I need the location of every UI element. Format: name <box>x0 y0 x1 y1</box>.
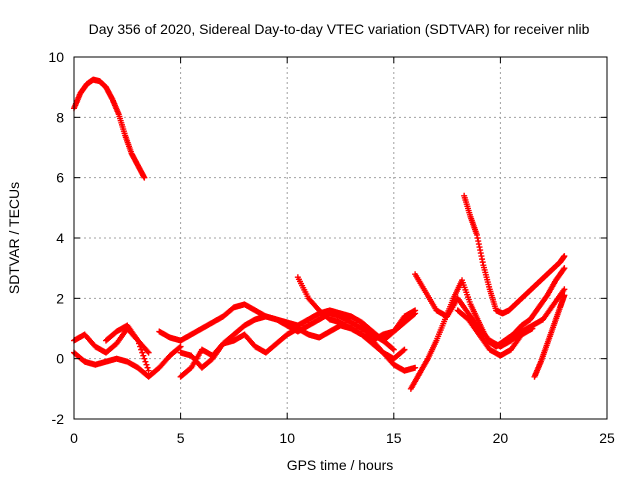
data-point <box>134 337 141 344</box>
data-point <box>136 340 143 347</box>
x-axis-label: GPS time / hours <box>287 457 394 473</box>
y-tick-label: 2 <box>56 290 64 306</box>
data-point <box>145 367 152 374</box>
y-tick-label: 6 <box>56 170 64 186</box>
x-tick-label: 15 <box>386 430 402 446</box>
data-point <box>561 286 568 293</box>
data-point <box>143 361 150 368</box>
data-point <box>139 349 146 356</box>
data-marks <box>71 76 568 392</box>
series-arc-10 <box>407 265 568 392</box>
chart-title: Day 356 of 2020, Sidereal Day-to-day VTE… <box>89 21 590 37</box>
data-point <box>144 348 151 355</box>
data-point <box>560 266 567 273</box>
series-arc-4 <box>102 322 152 374</box>
y-tick-label: 8 <box>56 109 64 125</box>
x-tick-label: 25 <box>599 430 615 446</box>
data-point <box>390 346 397 353</box>
y-tick-label: -2 <box>52 411 65 427</box>
data-point <box>389 345 396 352</box>
data-point <box>140 352 147 359</box>
data-point <box>401 346 408 353</box>
data-point <box>142 358 149 365</box>
series-arc-13 <box>531 292 568 380</box>
x-tick-label: 20 <box>493 430 509 446</box>
series-arc-2 <box>71 343 184 380</box>
data-point <box>561 265 568 272</box>
data-point <box>411 311 418 318</box>
series-arc-12 <box>461 192 568 317</box>
x-tick-label: 10 <box>279 430 295 446</box>
data-point <box>400 347 407 354</box>
data-point <box>138 346 145 353</box>
series-arc-14 <box>454 307 536 359</box>
data-point <box>176 344 183 351</box>
data-point <box>137 343 144 350</box>
y-tick-label: 0 <box>56 351 64 367</box>
data-point <box>529 325 536 332</box>
x-tick-label: 0 <box>70 430 78 446</box>
data-point <box>412 310 419 317</box>
x-tick-label: 5 <box>177 430 185 446</box>
data-point <box>141 174 148 181</box>
y-tick-label: 4 <box>56 230 64 246</box>
series-arc-7 <box>177 322 408 380</box>
grid-lines <box>74 57 607 419</box>
data-point <box>412 364 419 371</box>
y-axis-label: SDTVAR / TECUs <box>6 182 22 294</box>
series-arc-1 <box>71 76 148 181</box>
series-arc-9 <box>358 319 419 374</box>
y-tick-label: 10 <box>48 49 64 65</box>
series-arc-11 <box>412 271 568 350</box>
data-point <box>145 349 152 356</box>
data-point <box>144 364 151 371</box>
data-point <box>141 355 148 362</box>
axis-ticks: 0 5 10 15 20 25 -2 0 2 4 6 8 10 <box>48 49 615 446</box>
data-point <box>561 253 568 260</box>
data-point <box>561 292 568 299</box>
data-point <box>177 343 184 350</box>
